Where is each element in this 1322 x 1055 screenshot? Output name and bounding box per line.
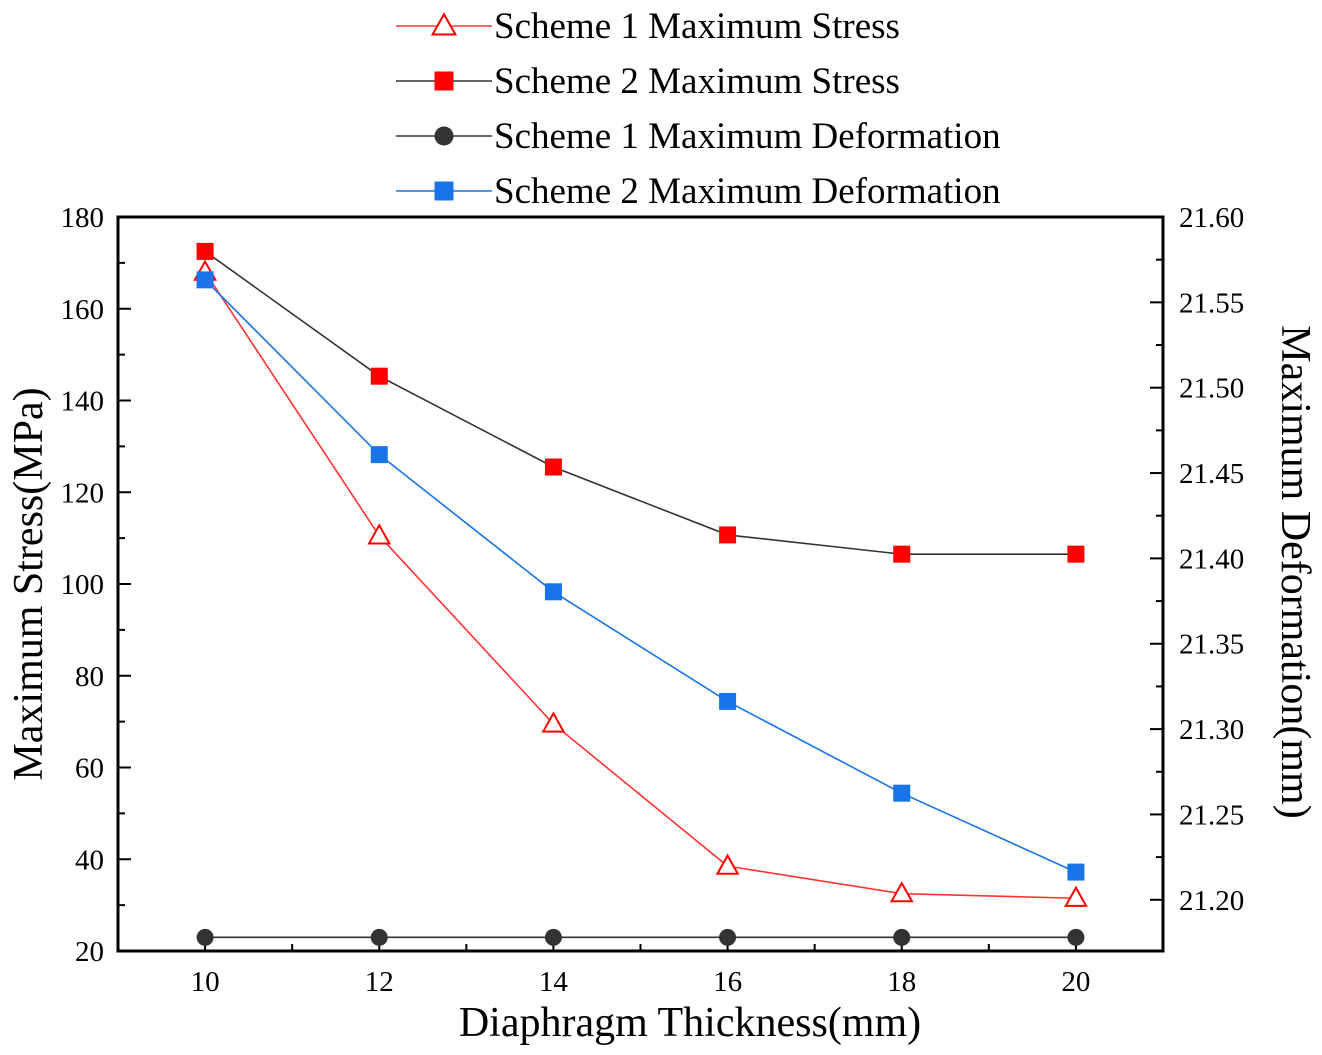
- series-line: [204, 279, 1077, 873]
- y-tick-label: 40: [75, 844, 104, 876]
- data-point: [541, 711, 566, 733]
- y-tick-label: 180: [61, 202, 105, 234]
- data-point: [544, 458, 562, 476]
- y-tick-label: 60: [75, 753, 104, 785]
- y-axis-label: Maximum Stress(MPa): [6, 387, 52, 780]
- data-point: [196, 928, 214, 946]
- y2-tick-label: 21.30: [1179, 714, 1244, 746]
- data-point: [1067, 545, 1085, 563]
- legend-marker: [434, 126, 454, 146]
- y-tick-label: 120: [61, 477, 105, 509]
- data-point: [719, 526, 737, 544]
- y2-tick-label: 21.55: [1179, 287, 1244, 319]
- y2-axis-label: Maximum Deformation(mm): [1272, 325, 1318, 818]
- legend-marker: [434, 181, 454, 201]
- legend: Scheme 1 Maximum Stress Scheme 2 Maximum …: [396, 6, 1001, 212]
- series-1: [193, 259, 1088, 907]
- y-tick-label: 20: [75, 936, 104, 968]
- y-tick-label: 140: [61, 386, 105, 418]
- series-layer: [193, 242, 1088, 946]
- legend-item-3: Scheme 1 Maximum Deformation: [396, 116, 1001, 157]
- legend-marker: [434, 71, 454, 91]
- x-tick-label: 14: [539, 966, 569, 998]
- x-tick-label: 12: [365, 966, 394, 998]
- data-point: [893, 928, 911, 946]
- data-point: [370, 367, 388, 385]
- plot-frame: [116, 215, 1165, 953]
- data-point: [1067, 863, 1085, 881]
- data-point: [893, 545, 911, 563]
- legend-item-2: Scheme 2 Maximum Stress: [396, 61, 900, 102]
- legend-label: Scheme 2 Maximum Stress: [494, 61, 900, 102]
- x-tick-label: 20: [1061, 966, 1090, 998]
- data-point: [196, 242, 214, 260]
- data-point: [370, 446, 388, 464]
- series-3: [196, 928, 1085, 946]
- data-point: [889, 881, 914, 903]
- axis-ticks: 10 12 14 16 18 20 20 40 60 80 100 120 140 160 180 21.20…: [61, 202, 1245, 998]
- legend-item-4: Scheme 2 Maximum Deformation: [396, 171, 1001, 212]
- data-point: [715, 853, 740, 875]
- x-tick-label: 10: [191, 966, 220, 998]
- y2-tick-label: 21.45: [1179, 458, 1244, 490]
- x-axis-label: Diaphragm Thickness(mm): [459, 1000, 921, 1046]
- y2-tick-label: 21.50: [1179, 373, 1244, 405]
- series-line: [204, 271, 1076, 900]
- legend-label: Scheme 2 Maximum Deformation: [494, 171, 1001, 212]
- data-point: [719, 928, 737, 946]
- y2-tick-label: 21.25: [1179, 799, 1244, 831]
- y-tick-label: 80: [75, 661, 104, 693]
- data-point: [1067, 928, 1085, 946]
- series-line: [204, 250, 1076, 555]
- y2-tick-label: 21.35: [1179, 629, 1244, 661]
- y-tick-label: 100: [61, 569, 105, 601]
- legend-label: Scheme 1 Maximum Stress: [494, 6, 900, 47]
- series-4: [196, 271, 1085, 881]
- y-tick-label: 160: [61, 294, 105, 326]
- y2-tick-label: 21.40: [1179, 543, 1244, 575]
- data-point: [367, 523, 392, 545]
- data-point: [370, 928, 388, 946]
- data-point: [544, 583, 562, 601]
- data-point: [1064, 885, 1088, 907]
- y2-tick-label: 21.20: [1179, 885, 1244, 917]
- y2-tick-label: 21.60: [1179, 202, 1244, 234]
- data-point: [719, 692, 737, 710]
- x-tick-label: 18: [887, 966, 916, 998]
- data-point: [196, 271, 214, 289]
- x-tick-label: 16: [713, 966, 742, 998]
- legend-marker: [430, 12, 458, 36]
- legend-label: Scheme 1 Maximum Deformation: [494, 116, 1001, 157]
- data-point: [544, 928, 562, 946]
- legend-item-1: Scheme 1 Maximum Stress: [396, 6, 900, 47]
- series-2: [196, 242, 1085, 563]
- data-point: [893, 784, 911, 802]
